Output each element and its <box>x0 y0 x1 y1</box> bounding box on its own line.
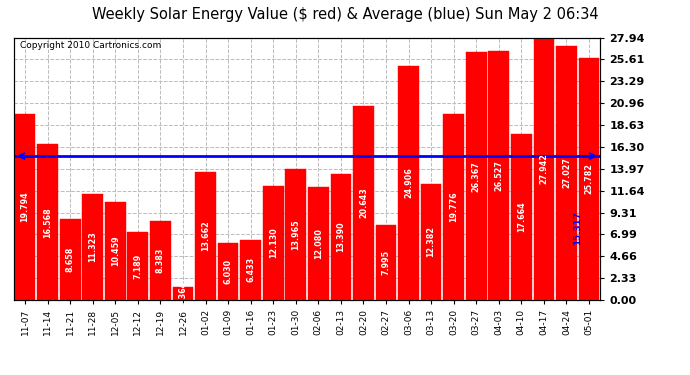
Text: 27.027: 27.027 <box>562 158 571 189</box>
Bar <box>489 51 509 300</box>
Bar <box>353 106 374 300</box>
Text: 1.364: 1.364 <box>179 281 188 306</box>
Bar <box>443 114 464 300</box>
Text: 17.664: 17.664 <box>517 202 526 232</box>
Bar <box>375 225 396 300</box>
Text: 15.317: 15.317 <box>573 211 582 245</box>
Text: 12.382: 12.382 <box>426 226 435 257</box>
Text: Copyright 2010 Cartronics.com: Copyright 2010 Cartronics.com <box>19 42 161 51</box>
Text: 7.995: 7.995 <box>382 250 391 275</box>
Text: 6.030: 6.030 <box>224 259 233 284</box>
Bar <box>511 134 532 300</box>
Text: 12.130: 12.130 <box>268 228 277 258</box>
Text: 26.367: 26.367 <box>472 161 481 192</box>
Text: 11.323: 11.323 <box>88 231 97 262</box>
Text: 20.643: 20.643 <box>359 188 368 218</box>
Text: 13.965: 13.965 <box>291 219 300 250</box>
Bar <box>398 66 419 300</box>
Text: 24.906: 24.906 <box>404 168 413 198</box>
Bar <box>308 186 328 300</box>
Bar <box>331 174 351 300</box>
Text: 7.189: 7.189 <box>133 254 142 279</box>
Bar <box>14 114 35 300</box>
Text: 19.776: 19.776 <box>449 192 458 222</box>
Bar <box>556 46 577 300</box>
Bar <box>263 186 284 300</box>
Text: 27.942: 27.942 <box>540 153 549 184</box>
Text: 19.794: 19.794 <box>21 192 30 222</box>
Bar <box>105 202 126 300</box>
Text: 10.459: 10.459 <box>111 236 120 266</box>
Text: 12.080: 12.080 <box>314 228 323 259</box>
Bar <box>60 219 81 300</box>
Text: 8.658: 8.658 <box>66 247 75 272</box>
Text: 16.568: 16.568 <box>43 207 52 237</box>
Text: 13.390: 13.390 <box>337 222 346 252</box>
Text: 6.433: 6.433 <box>246 257 255 282</box>
Text: 13.662: 13.662 <box>201 220 210 251</box>
Text: 26.527: 26.527 <box>494 160 503 191</box>
Bar <box>533 38 554 300</box>
Bar <box>195 172 216 300</box>
Bar <box>421 184 442 300</box>
Bar <box>579 58 600 300</box>
Bar <box>172 287 193 300</box>
Bar <box>128 232 148 300</box>
Bar <box>82 194 103 300</box>
Text: 8.383: 8.383 <box>156 248 165 273</box>
Text: Weekly Solar Energy Value ($ red) & Average (blue) Sun May 2 06:34: Weekly Solar Energy Value ($ red) & Aver… <box>92 8 598 22</box>
Text: 25.782: 25.782 <box>584 164 593 194</box>
Bar <box>37 144 58 300</box>
Bar <box>466 52 486 300</box>
Bar <box>240 240 261 300</box>
Bar <box>286 169 306 300</box>
Bar <box>218 243 239 300</box>
Bar <box>150 221 171 300</box>
